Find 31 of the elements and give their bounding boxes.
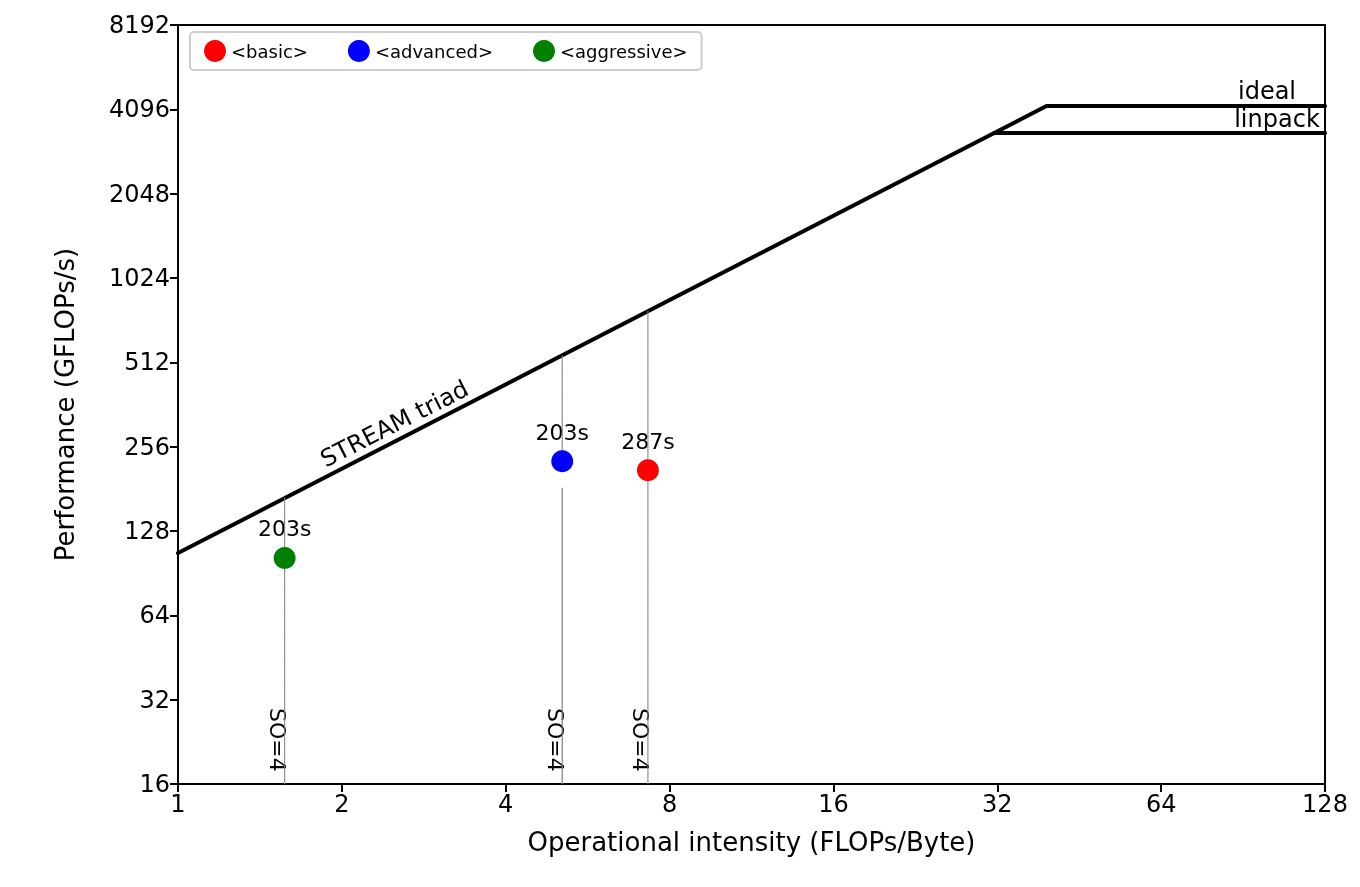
annotation: SO=4 (265, 707, 291, 772)
legend-label: <basic> (231, 40, 308, 62)
annotation: SO=4 (628, 707, 654, 772)
y-tick-label: 512 (124, 348, 170, 377)
annotation: ideal (1237, 77, 1297, 106)
annotation: 287s (621, 428, 675, 454)
x-tick-label: 128 (1302, 790, 1348, 818)
y-tick-label: 4096 (108, 95, 170, 124)
legend-label: <advanced> (374, 40, 493, 62)
y-tick-label: 128 (124, 517, 170, 545)
annotation: SO=4 (542, 707, 568, 772)
y-tick-label: 16 (139, 770, 170, 798)
x-tick-label: 32 (982, 790, 1013, 818)
x-tick-label: 4 (498, 790, 514, 818)
x-tick-label: 64 (1145, 790, 1177, 818)
x-tick-label: 1 (170, 790, 186, 818)
annotation: 203s (257, 516, 312, 542)
y-tick-label: 2048 (108, 179, 170, 208)
y-tick-label: 32 (139, 685, 170, 714)
y-tick-label: 8192 (108, 11, 170, 39)
y-tick-label: 256 (124, 432, 170, 461)
x-tick-label: 8 (661, 790, 678, 818)
x-tick-label: 2 (334, 790, 350, 818)
y-axis-title: Performance (GFLOPs/s) (50, 247, 80, 562)
x-axis-title: Operational intensity (FLOPs/Byte) (527, 827, 976, 857)
annotation: linpack (1234, 104, 1320, 133)
y-tick-label: 64 (139, 601, 170, 630)
x-tick-label: 16 (818, 790, 849, 818)
legend-label: <aggressive> (560, 40, 688, 62)
y-tick-label: 1024 (108, 264, 170, 292)
annotation: 203s (535, 419, 589, 445)
